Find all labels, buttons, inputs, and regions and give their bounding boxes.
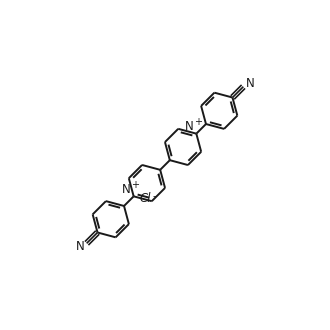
- Text: +: +: [131, 180, 139, 190]
- Text: N: N: [185, 120, 193, 133]
- Text: N: N: [76, 240, 84, 253]
- Text: N: N: [122, 182, 131, 196]
- Text: N: N: [246, 77, 254, 90]
- Text: -: -: [153, 191, 156, 201]
- Text: Cl: Cl: [140, 192, 151, 205]
- Text: +: +: [194, 117, 202, 127]
